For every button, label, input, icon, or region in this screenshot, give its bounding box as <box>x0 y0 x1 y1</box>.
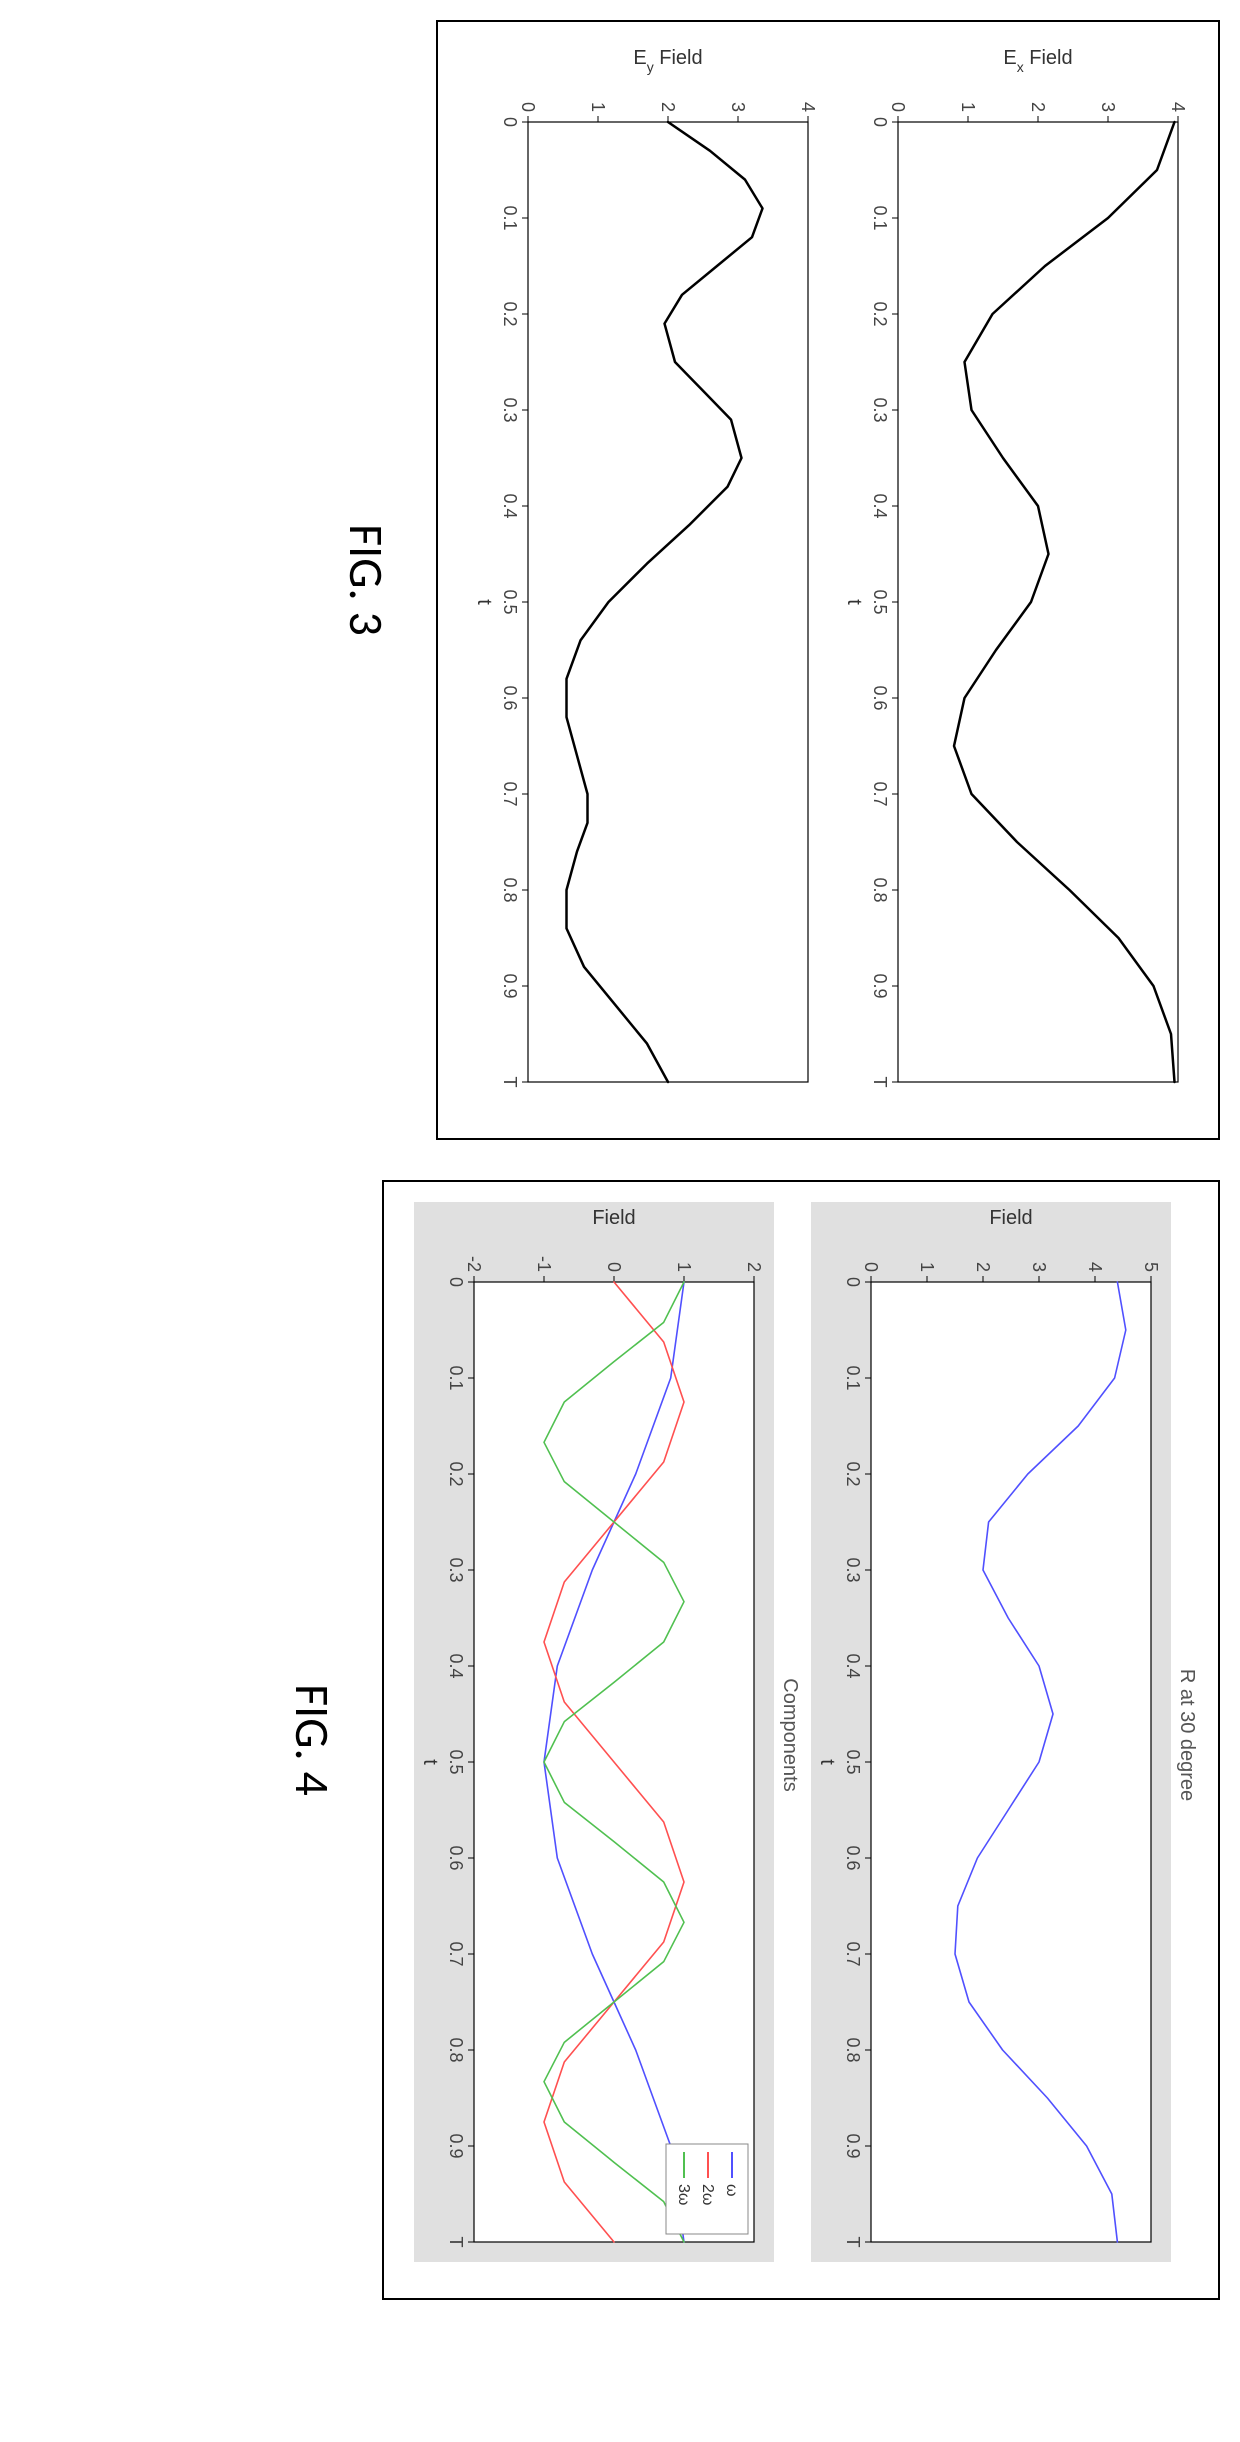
figure-row: 0 1 2 3 4 0 0.1 0.2 0.3 0.4 0.5 0.6 0.7 0.8 0.9 Tt Ex Fi… <box>283 20 1220 2420</box>
svg-text:T: T <box>870 1077 890 1088</box>
svg-text:5: 5 <box>1141 1262 1161 1272</box>
figure-3-block: 0 1 2 3 4 0 0.1 0.2 0.3 0.4 0.5 0.6 0.7 0.8 0.9 Tt Ex Fi… <box>337 20 1220 1140</box>
svg-text:0.8: 0.8 <box>446 2037 466 2062</box>
svg-text:3: 3 <box>728 102 748 112</box>
fig3-caption: FIG. 3 <box>337 20 396 1140</box>
svg-text:3: 3 <box>1098 102 1118 112</box>
svg-text:0.2: 0.2 <box>500 301 520 326</box>
svg-text:0.1: 0.1 <box>843 1365 863 1390</box>
page-container: 0 1 2 3 4 0 0.1 0.2 0.3 0.4 0.5 0.6 0.7 0.8 0.9 Tt Ex Fi… <box>20 20 1220 2420</box>
svg-text:0.9: 0.9 <box>446 2133 466 2158</box>
svg-text:0.8: 0.8 <box>843 2037 863 2062</box>
svg-text:0.4: 0.4 <box>870 493 890 518</box>
svg-text:4: 4 <box>1085 1262 1105 1272</box>
svg-text:0.9: 0.9 <box>500 973 520 998</box>
svg-text:ω: ω <box>723 2184 740 2197</box>
svg-text:0.7: 0.7 <box>500 781 520 806</box>
svg-text:2: 2 <box>744 1262 764 1272</box>
svg-text:4: 4 <box>1168 102 1188 112</box>
svg-text:0.9: 0.9 <box>843 2133 863 2158</box>
svg-text:2ω: 2ω <box>699 2184 716 2205</box>
svg-text:2: 2 <box>1028 102 1048 112</box>
svg-text:0.6: 0.6 <box>843 1845 863 1870</box>
svg-text:T: T <box>500 1077 520 1088</box>
fig3-bottom-svg: 0 1 2 3 4 0 0.1 0.2 0.3 0.4 0.5 0.6 0.7 0.8 0.9 Tt Ey Fi… <box>468 42 828 1102</box>
svg-text:0.6: 0.6 <box>870 685 890 710</box>
svg-text:0.2: 0.2 <box>446 1461 466 1486</box>
svg-text:0.4: 0.4 <box>843 1653 863 1678</box>
svg-text:0.8: 0.8 <box>870 877 890 902</box>
fig4-bottom-chart: Components -2 -1 0 1 2 0 0.1 0.2 0.3 0.4 0.5 0.6 0.7… <box>414 1202 801 2268</box>
svg-text:0.6: 0.6 <box>500 685 520 710</box>
svg-text:3: 3 <box>1029 1262 1049 1272</box>
svg-text:1: 1 <box>958 102 978 112</box>
fig4-bottom-svg: -2 -1 0 1 2 0 0.1 0.2 0.3 0.4 0.5 0.6 0.7 0.8 0.9 Tt Fie… <box>414 1202 774 2262</box>
svg-text:0.5: 0.5 <box>446 1749 466 1774</box>
svg-text:0.1: 0.1 <box>870 205 890 230</box>
figure-4-block: R at 30 degree 0 1 2 3 4 5 0 0.1 0.2 0.3 0.4 0.5 0.6… <box>283 1180 1220 2300</box>
svg-text:0.4: 0.4 <box>500 493 520 518</box>
svg-text:T: T <box>446 2237 466 2248</box>
svg-text:0.5: 0.5 <box>870 589 890 614</box>
svg-text:0.5: 0.5 <box>843 1749 863 1774</box>
svg-text:0.3: 0.3 <box>500 397 520 422</box>
svg-text:3ω: 3ω <box>675 2184 692 2205</box>
svg-text:t: t <box>419 1759 441 1765</box>
fig3-top-svg: 0 1 2 3 4 0 0.1 0.2 0.3 0.4 0.5 0.6 0.7 0.8 0.9 Tt Ex Fi… <box>838 42 1198 1102</box>
svg-text:Ey Field: Ey Field <box>633 47 702 75</box>
svg-text:t: t <box>816 1759 838 1765</box>
svg-text:0.5: 0.5 <box>500 589 520 614</box>
fig4-caption: FIG. 4 <box>283 1180 342 2300</box>
svg-text:0: 0 <box>870 117 890 127</box>
svg-text:0.3: 0.3 <box>843 1557 863 1582</box>
svg-text:T: T <box>843 2237 863 2248</box>
fig4-top-svg: 0 1 2 3 4 5 0 0.1 0.2 0.3 0.4 0.5 0.6 0.7 0.8 0.9 Tt Fiel… <box>811 1202 1171 2262</box>
svg-text:0.3: 0.3 <box>446 1557 466 1582</box>
svg-text:1: 1 <box>674 1262 694 1272</box>
svg-text:0.7: 0.7 <box>843 1941 863 1966</box>
fig3-top-chart: 0 1 2 3 4 0 0.1 0.2 0.3 0.4 0.5 0.6 0.7 0.8 0.9 Tt Ex Fi… <box>838 42 1198 1108</box>
svg-text:4: 4 <box>798 102 818 112</box>
svg-text:0.6: 0.6 <box>446 1845 466 1870</box>
fig3-bottom-chart: 0 1 2 3 4 0 0.1 0.2 0.3 0.4 0.5 0.6 0.7 0.8 0.9 Tt Ey Fi… <box>468 42 828 1108</box>
svg-text:0.7: 0.7 <box>870 781 890 806</box>
svg-text:1: 1 <box>588 102 608 112</box>
svg-text:t: t <box>473 599 495 605</box>
svg-text:Field: Field <box>989 1207 1032 1229</box>
svg-text:0: 0 <box>888 102 908 112</box>
svg-text:-2: -2 <box>464 1256 484 1272</box>
svg-text:0.9: 0.9 <box>870 973 890 998</box>
svg-text:0.7: 0.7 <box>446 1941 466 1966</box>
svg-text:0.1: 0.1 <box>446 1365 466 1390</box>
svg-text:0: 0 <box>843 1277 863 1287</box>
svg-text:0: 0 <box>500 117 520 127</box>
svg-text:-1: -1 <box>534 1256 554 1272</box>
svg-text:0.3: 0.3 <box>870 397 890 422</box>
svg-text:0: 0 <box>604 1262 624 1272</box>
svg-text:t: t <box>843 599 865 605</box>
svg-text:0.8: 0.8 <box>500 877 520 902</box>
svg-text:1: 1 <box>917 1262 937 1272</box>
svg-text:0: 0 <box>861 1262 881 1272</box>
svg-text:0: 0 <box>446 1277 466 1287</box>
svg-text:Field: Field <box>592 1207 635 1229</box>
fig4-top-chart: R at 30 degree 0 1 2 3 4 5 0 0.1 0.2 0.3 0.4 0.5 0.6… <box>811 1202 1198 2268</box>
figure-4-panels: R at 30 degree 0 1 2 3 4 5 0 0.1 0.2 0.3 0.4 0.5 0.6… <box>382 1180 1220 2300</box>
svg-text:2: 2 <box>973 1262 993 1272</box>
figure-3-panels: 0 1 2 3 4 0 0.1 0.2 0.3 0.4 0.5 0.6 0.7 0.8 0.9 Tt Ex Fi… <box>436 20 1220 1140</box>
svg-text:0.1: 0.1 <box>500 205 520 230</box>
svg-text:0.2: 0.2 <box>843 1461 863 1486</box>
svg-text:0: 0 <box>518 102 538 112</box>
svg-text:2: 2 <box>658 102 678 112</box>
fig4-bottom-title: Components <box>778 1202 801 2268</box>
svg-text:Ex Field: Ex Field <box>1003 47 1072 75</box>
svg-text:0.4: 0.4 <box>446 1653 466 1678</box>
svg-text:0.2: 0.2 <box>870 301 890 326</box>
fig4-top-title: R at 30 degree <box>1175 1202 1198 2268</box>
